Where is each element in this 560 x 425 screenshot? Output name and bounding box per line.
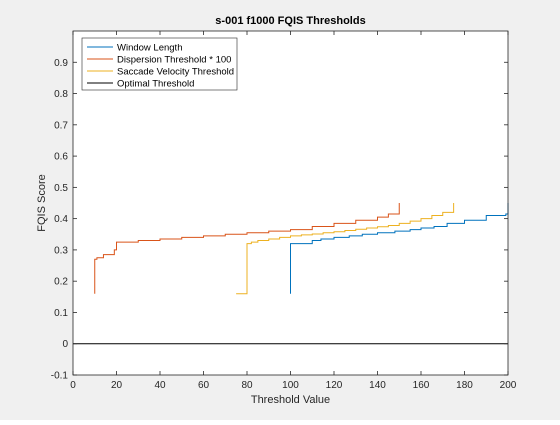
x-tick-label: 60	[198, 380, 210, 391]
x-tick-label: 180	[456, 380, 473, 391]
legend-label-saccade-velocity-threshold: Saccade Velocity Threshold	[117, 67, 234, 78]
x-tick-label: 200	[500, 380, 517, 391]
x-tick-label: 120	[326, 380, 343, 391]
legend-label-dispersion-threshold: Dispersion Threshold * 100	[117, 55, 231, 66]
x-tick-label: 100	[282, 380, 299, 391]
legend-label-optimal-threshold: Optimal Threshold	[117, 79, 194, 90]
y-tick-label: 0.8	[54, 89, 68, 100]
x-tick-label: 40	[154, 380, 166, 391]
y-tick-label: -0.1	[51, 371, 69, 382]
y-tick-label: 0.6	[54, 152, 68, 163]
x-tick-label: 20	[111, 380, 123, 391]
y-tick-label: 0.3	[54, 245, 68, 256]
series-layer	[73, 203, 509, 345]
y-tick-label: 0.5	[54, 183, 68, 194]
x-tick-label: 140	[369, 380, 386, 391]
x-axis-label: Threshold Value	[251, 394, 330, 406]
series-line-dispersion-threshold-100	[94, 203, 400, 294]
x-tick-label: 160	[413, 380, 430, 391]
y-tick-label: 0.4	[54, 214, 68, 225]
y-tick-label: 0	[62, 339, 68, 350]
legend: Window Length Dispersion Threshold * 100…	[81, 37, 238, 91]
series-line-window-length	[290, 203, 509, 294]
x-tick-label: 80	[241, 380, 253, 391]
y-axis-label: FQIS Score	[36, 174, 48, 231]
series-line-saccade-velocity-threshold	[236, 203, 455, 295]
y-tick-label: 0.2	[54, 277, 68, 288]
y-tick-label: 0.1	[54, 308, 68, 319]
y-tick-label: 0.7	[54, 120, 68, 131]
tick-layer: 0 20 40 60 80 100 120 140 160 180 200-0.100.10.20.…	[51, 31, 517, 391]
legend-label-window-length: Window Length	[117, 43, 182, 54]
x-tick-label: 0	[70, 380, 76, 391]
chart-title: s-001 f1000 FQIS Thresholds	[215, 15, 365, 27]
y-tick-label: 0.9	[54, 58, 68, 69]
